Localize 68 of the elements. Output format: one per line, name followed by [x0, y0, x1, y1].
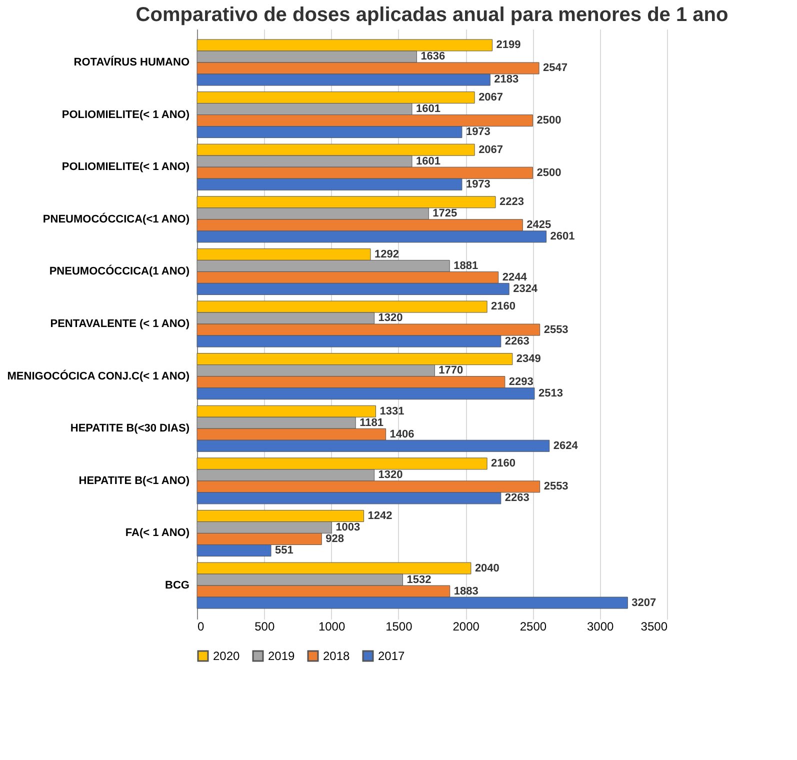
data-label: 2040 — [474, 562, 500, 574]
data-label: 1320 — [378, 312, 403, 324]
x-tick-label: 0 — [198, 620, 204, 634]
data-label: 2263 — [504, 335, 530, 348]
data-label: 551 — [274, 544, 294, 556]
data-label: 2293 — [508, 376, 534, 388]
y-tick-label: HEPATITE B(<1 ANO) — [78, 474, 190, 487]
data-label: 2500 — [536, 166, 562, 179]
data-label: 2183 — [494, 74, 519, 86]
data-label: 1883 — [454, 585, 478, 598]
data-label: 1406 — [390, 428, 414, 440]
data-label: 2601 — [550, 230, 575, 243]
x-tick-label: 3000 — [587, 620, 614, 634]
legend-label: 2019 — [268, 649, 296, 663]
data-label: 2324 — [513, 282, 538, 295]
data-label: 2067 — [478, 92, 504, 104]
data-label: 1003 — [336, 521, 360, 534]
x-tick-label: 2000 — [452, 620, 480, 634]
legend-label: 2018 — [323, 649, 350, 663]
data-label: 2553 — [544, 324, 568, 336]
data-label: 1181 — [360, 416, 384, 429]
data-label: 1725 — [432, 208, 458, 220]
data-label: 2160 — [491, 300, 516, 313]
data-label: 1292 — [374, 248, 399, 260]
x-tick-label: 500 — [254, 620, 275, 634]
y-tick-label: ROTAVÍRUS HUMANO — [74, 55, 190, 68]
y-tick-label: PNEUMOCÓCCICA(<1 ANO) — [42, 212, 190, 226]
data-label: 1973 — [466, 178, 490, 190]
data-label: 2553 — [544, 480, 568, 493]
y-tick-label: FA(< 1 ANO) — [125, 527, 190, 540]
data-label: 1770 — [438, 364, 464, 377]
data-label: 1532 — [406, 574, 432, 586]
data-label: 2349 — [516, 353, 541, 366]
data-label: 2547 — [543, 62, 568, 74]
legend-label: 2017 — [378, 649, 406, 663]
data-label: 1881 — [454, 260, 478, 272]
data-label: 1601 — [416, 155, 440, 168]
y-tick-label: PNEUMOCÓCCICA(1 ANO) — [49, 264, 190, 278]
x-tick-label: 3500 — [640, 620, 668, 634]
chart-title: Comparativo de doses aplicadas anual para menores de 1 ano — [136, 4, 728, 26]
data-label: 1973 — [466, 126, 490, 138]
data-label: 1320 — [378, 469, 403, 482]
legend-label: 2020 — [213, 649, 240, 663]
y-tick-label: PENTAVALENTE (< 1 ANO) — [50, 318, 190, 330]
data-label: 2244 — [502, 271, 528, 284]
y-tick-label: MENIGOCÓCICA CONJ.C(< 1 ANO) — [7, 369, 190, 382]
x-tick-label: 2500 — [520, 620, 547, 634]
data-label: 1331 — [380, 405, 404, 418]
data-label: 1601 — [416, 103, 440, 116]
data-label: 2624 — [553, 440, 579, 452]
y-tick-label: POLIOMIELITE(< 1 ANO) — [62, 108, 190, 121]
y-tick-label: POLIOMIELITE(< 1 ANO) — [62, 161, 190, 174]
data-label: 2199 — [496, 39, 521, 52]
data-label: 2223 — [500, 196, 524, 208]
data-label: 1242 — [368, 510, 392, 522]
x-tick-label: 1500 — [386, 620, 413, 634]
y-tick-label: HEPATITE B(<30 DIAS) — [70, 422, 190, 435]
data-label: 2067 — [478, 144, 504, 156]
data-label: 3207 — [632, 596, 656, 609]
data-label: 2500 — [536, 114, 562, 127]
x-tick-label: 1000 — [318, 620, 346, 634]
data-label: 2263 — [504, 492, 530, 504]
data-label: 1636 — [420, 50, 446, 63]
data-label: 2425 — [526, 219, 552, 232]
y-tick-label: BCG — [165, 580, 190, 592]
data-label: 928 — [326, 532, 344, 545]
data-label: 2513 — [538, 388, 563, 400]
data-label: 2160 — [491, 458, 516, 470]
